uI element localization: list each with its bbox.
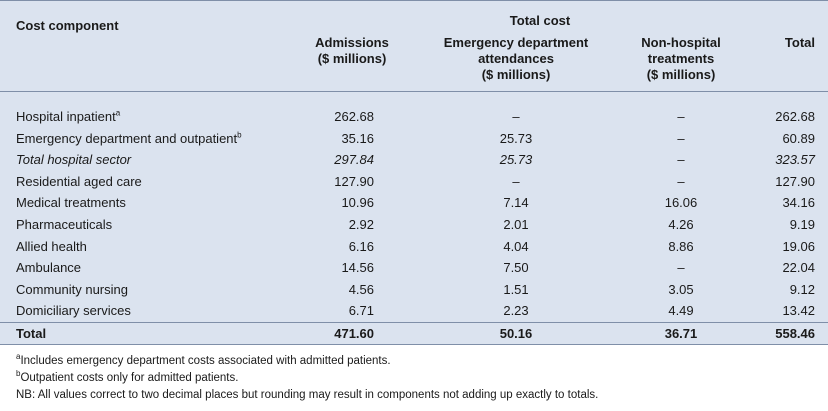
cell-total: 9.12 <box>789 281 815 297</box>
header-nonhospital-line3: ($ millions) <box>646 67 716 82</box>
table-row: Community nursing 4.56 1.51 3.05 9.12 <box>0 279 828 301</box>
cell-nonhospital: 4.49 <box>668 303 694 319</box>
cell-admissions: 4.56 <box>348 281 374 297</box>
footnote-marker: a <box>115 108 121 118</box>
header-total-cost: Total cost <box>509 13 571 28</box>
table-row: Emergency department and outpatientb 35.… <box>0 128 828 150</box>
cell-admissions: 10.96 <box>341 195 374 211</box>
cell-total: 127.90 <box>775 173 815 189</box>
cell-total: 9.19 <box>789 216 815 232</box>
cell-emergency: 2.01 <box>503 216 529 232</box>
header-emergency: Emergency department attendances ($ mill… <box>430 35 602 83</box>
cell-nonhospital: 16.06 <box>664 195 698 211</box>
cell-emergency: – <box>512 173 520 189</box>
row-label: Medical treatments <box>16 195 126 211</box>
cell-admissions: 2.92 <box>348 216 374 232</box>
cell-emergency: 2.23 <box>503 303 529 319</box>
cell-admissions: 6.16 <box>348 238 374 254</box>
cell-total: 22.04 <box>782 260 815 276</box>
row-label: Domiciliary services <box>16 303 131 319</box>
row-label: Allied health <box>16 238 87 254</box>
cell-emergency: 7.14 <box>503 195 529 211</box>
cell-emergency: 25.73 <box>499 130 533 146</box>
row-label: Residential aged care <box>16 173 142 189</box>
row-label: Total <box>16 325 47 341</box>
row-label: Ambulance <box>16 260 82 276</box>
cell-emergency: – <box>512 109 520 124</box>
header-emergency-line1: Emergency department <box>443 35 589 50</box>
cell-nonhospital: – <box>677 260 685 276</box>
cell-admissions: 262.68 <box>334 109 374 124</box>
row-label: Hospital inpatienta <box>16 108 121 124</box>
cell-total: 558.46 <box>775 325 815 341</box>
row-label: Emergency department and outpatientb <box>16 130 242 146</box>
footnote-marker: b <box>237 130 242 140</box>
header-admissions-line1: Admissions <box>315 35 389 50</box>
cell-total: 19.06 <box>782 238 815 254</box>
table-row-total: Total 471.60 50.16 36.71 558.46 <box>0 321 828 345</box>
header-nonhospital-line1: Non-hospital <box>641 35 721 50</box>
table-row: Medical treatments 10.96 7.14 16.06 34.1… <box>0 192 828 214</box>
cell-nonhospital: 3.05 <box>668 281 694 297</box>
row-label: Pharmaceuticals <box>16 216 113 232</box>
row-label: Community nursing <box>16 281 128 297</box>
table-row-subtotal: Total hospital sector 297.84 25.73 – 323… <box>0 149 828 171</box>
cell-admissions: 6.71 <box>348 303 374 319</box>
row-label: Total hospital sector <box>16 152 132 168</box>
footnote: aIncludes emergency department costs ass… <box>16 352 391 367</box>
table-row: Allied health 6.16 4.04 8.86 19.06 <box>0 236 828 258</box>
table-row: Pharmaceuticals 2.92 2.01 4.26 9.19 <box>0 214 828 236</box>
table-row: Ambulance 14.56 7.50 – 22.04 <box>0 257 828 279</box>
table-notes: aIncludes emergency department costs ass… <box>16 353 598 404</box>
header-admissions: Admissions ($ millions) <box>300 35 404 67</box>
cell-admissions: 127.90 <box>334 173 374 189</box>
table-row: Domiciliary services 6.71 2.23 4.49 13.4… <box>0 300 828 322</box>
cell-total: 13.42 <box>782 303 815 319</box>
cost-table: Cost component Total cost Admissions ($ … <box>0 0 828 345</box>
cell-emergency: 4.04 <box>503 238 529 254</box>
header-cost-component: Cost component <box>16 18 119 33</box>
cell-nonhospital: – <box>677 130 685 146</box>
cell-admissions: 471.60 <box>334 325 374 341</box>
header-nonhospital: Non-hospital treatments ($ millions) <box>628 35 734 83</box>
cell-total: 60.89 <box>782 130 815 146</box>
table-body: Hospital inpatienta 262.68 – – 262.68 Em… <box>0 106 828 345</box>
header-emergency-line3: ($ millions) <box>481 67 551 82</box>
cell-total: 323.57 <box>775 152 815 168</box>
footnote: bOutpatient costs only for admitted pati… <box>16 369 239 384</box>
table-row: Residential aged care 127.90 – – 127.90 <box>0 171 828 193</box>
cell-emergency: 25.73 <box>499 152 533 168</box>
footnote-nb: NB: All values correct to two decimal pl… <box>16 389 599 401</box>
cell-admissions: 297.84 <box>334 152 374 168</box>
cell-emergency: 1.51 <box>503 281 529 297</box>
header-nonhospital-line2: treatments <box>647 51 715 66</box>
table-header: Cost component Total cost Admissions ($ … <box>0 0 828 92</box>
cell-admissions: 35.16 <box>341 130 374 146</box>
footnote-marker: a <box>16 352 21 362</box>
header-total: Total <box>784 35 815 50</box>
cell-admissions: 14.56 <box>341 260 374 276</box>
cell-nonhospital: 8.86 <box>668 238 694 254</box>
cell-total: 34.16 <box>782 195 815 211</box>
cell-nonhospital: – <box>677 109 685 124</box>
cell-emergency: 7.50 <box>503 260 529 276</box>
cell-total: 262.68 <box>775 109 815 124</box>
cell-nonhospital: – <box>677 152 685 168</box>
header-admissions-line2: ($ millions) <box>317 51 387 66</box>
header-emergency-line2: attendances <box>478 51 554 66</box>
footnote-marker: b <box>16 369 21 379</box>
cell-nonhospital: 36.71 <box>664 325 698 341</box>
cell-nonhospital: 4.26 <box>668 216 694 232</box>
table-row: Hospital inpatienta 262.68 – – 262.68 <box>0 106 828 128</box>
cell-nonhospital: – <box>677 173 685 189</box>
cell-emergency: 50.16 <box>499 325 533 341</box>
